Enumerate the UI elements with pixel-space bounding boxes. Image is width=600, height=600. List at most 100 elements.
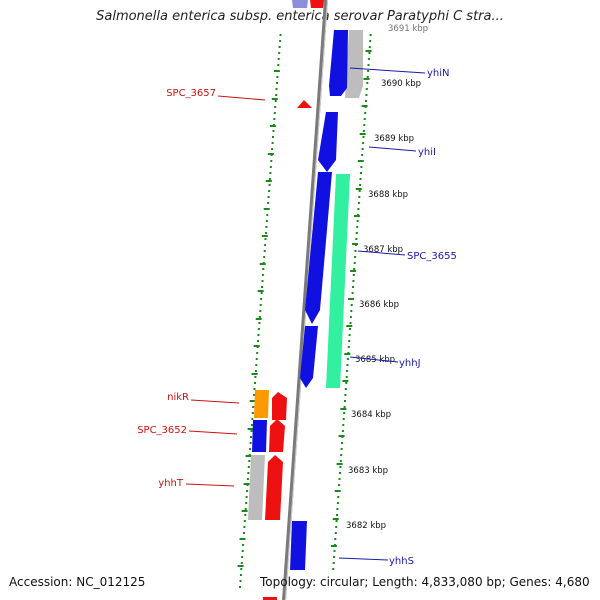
guide-dot (346, 370, 349, 372)
guide-dot (339, 466, 342, 468)
ruler-tick (365, 50, 372, 52)
guide-dot (349, 322, 352, 324)
guide-dot (274, 106, 277, 108)
gene-label-nikR[interactable]: nikR (167, 392, 189, 403)
guide-dot (341, 430, 344, 432)
guide-dot (346, 364, 349, 366)
gene-top-partial-red[interactable] (310, 0, 324, 8)
ruler-tick (330, 545, 337, 547)
guide-dot (365, 88, 368, 90)
gene-arrow-red-bottom[interactable] (263, 597, 277, 600)
guide-dot (267, 196, 270, 198)
guide-dot (337, 496, 340, 498)
gene-label-SPC_3652[interactable]: SPC_3652 (137, 425, 187, 436)
guide-dot (349, 328, 351, 330)
gene-label-yhhT[interactable]: yhhT (158, 478, 184, 489)
gene-top-partial-blue[interactable] (292, 0, 308, 8)
guide-dot (340, 454, 343, 456)
gene-arrow-green-SPC_3655[interactable] (326, 174, 350, 388)
gene-label-yhhS[interactable]: yhhS (389, 556, 414, 567)
guide-dot (261, 274, 264, 276)
guide-dot (270, 160, 273, 162)
guide-dot (351, 292, 354, 294)
guide-dot (333, 550, 336, 552)
guide-dot (257, 328, 260, 330)
guide-dot (340, 448, 343, 450)
guide-dot (271, 142, 274, 144)
guide-dot (259, 304, 262, 306)
guide-dot (247, 472, 250, 474)
gene-label-SPC_3655[interactable]: SPC_3655 (407, 251, 457, 262)
ruler-tick (334, 490, 341, 492)
guide-dot (345, 376, 348, 378)
guide-dot (242, 544, 245, 546)
gene-arrow-red-yhhT[interactable] (265, 455, 283, 520)
guide-dot (257, 340, 260, 342)
gene-box-orange-nikR[interactable] (254, 390, 269, 418)
gene-label-yhhJ[interactable]: yhhJ (399, 358, 421, 369)
guide-dot (349, 316, 352, 318)
backbone-line (282, 0, 328, 600)
guide-dot (338, 478, 341, 480)
topology-text: Topology: circular; Length: 4,833,080 bp… (260, 575, 590, 589)
ruler-tick (239, 538, 246, 540)
ruler-tick (338, 435, 345, 437)
gene-arrow-red-nikR[interactable] (272, 392, 287, 420)
guide-dot (368, 46, 371, 48)
ruler-tick (261, 235, 268, 237)
guide-dot (348, 340, 351, 342)
gene-arrow-blue-long[interactable] (305, 172, 332, 324)
guide-dot (366, 76, 369, 78)
guide-dot (250, 430, 253, 432)
guide-dot (279, 40, 282, 42)
guide-dot (360, 166, 363, 168)
guide-dot (363, 118, 366, 120)
guide-dot (362, 130, 365, 132)
ruler-tick (265, 180, 272, 182)
gene-label-SPC_3657[interactable]: SPC_3657 (166, 88, 216, 99)
ruler-tick (359, 133, 366, 135)
guide-dot (364, 112, 367, 114)
guide-dot (352, 280, 355, 282)
guide-dot (264, 238, 267, 240)
gene-box-gray-yhhT[interactable] (248, 455, 265, 520)
guide-dot (252, 406, 255, 408)
ruler-tick (357, 160, 364, 162)
gene-label-yhiN[interactable]: yhiN (427, 68, 450, 79)
ruler-tick (332, 518, 339, 520)
gene-arrow-gray-top[interactable] (345, 30, 363, 98)
gene-arrow-blue-yhiI[interactable] (318, 112, 338, 172)
ruler-ticks (237, 50, 372, 567)
guide-dot (268, 184, 271, 186)
gene-arrow-blue-yhiN[interactable] (329, 30, 348, 96)
guide-dot (273, 118, 276, 120)
gene-arrow-blue-yhhJ[interactable] (300, 326, 318, 388)
ruler-tick (253, 345, 260, 347)
guide-dot (361, 154, 364, 156)
guide-dot (268, 190, 271, 192)
guide-dot (244, 514, 247, 516)
guide-dot (265, 226, 268, 228)
guide-dot (333, 556, 336, 558)
gene-box-blue-SPC_3652[interactable] (252, 420, 267, 452)
guide-dot (257, 334, 260, 336)
gene-arrow-blue-yhhS[interactable] (290, 521, 307, 570)
guide-dot (352, 286, 354, 288)
gene-label-yhiI[interactable]: yhiI (418, 147, 436, 158)
guide-dot (336, 514, 338, 516)
ruler-label: 3689 kbp (374, 134, 414, 144)
guide-dot (250, 424, 253, 426)
guide-dot (334, 538, 337, 540)
gene-arrow-red-SPC_3652[interactable] (269, 419, 285, 452)
ruler-tick (241, 510, 248, 512)
guide-dot (362, 136, 365, 138)
guide-dot (358, 196, 361, 198)
guide-dot (356, 220, 359, 222)
guide-dot (254, 370, 257, 372)
gene-triangle-SPC_3657[interactable] (297, 100, 312, 108)
ruler-tick (352, 243, 358, 245)
guide-dot (353, 268, 356, 270)
guide-dot (246, 478, 249, 480)
guide-dot (246, 490, 249, 492)
